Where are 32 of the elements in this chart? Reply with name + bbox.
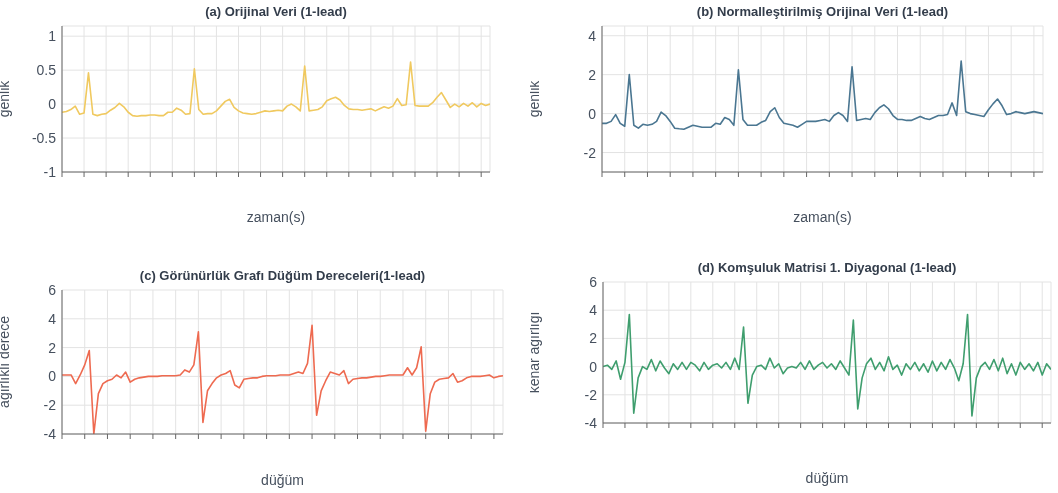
y-tick-label: -0.5 xyxy=(31,130,57,147)
x-axis-title: düğüm xyxy=(805,470,849,486)
y-tick-label: 0 xyxy=(589,358,598,375)
x-axis-title: zaman(s) xyxy=(793,209,852,225)
chart-title: (c) Görünürlük Grafı Düğüm Dereceleri(1-lead) xyxy=(138,268,427,283)
y-tick-label: 6 xyxy=(589,273,598,290)
x-axis-title: zaman(s) xyxy=(246,209,306,225)
y-tick-label: 0.5 xyxy=(36,62,57,79)
y-tick-label: -4 xyxy=(584,414,598,431)
y-tick-label: 0 xyxy=(588,105,597,122)
chart-title: (a) Orijinal Veri (1-lead) xyxy=(204,4,348,19)
y-tick-label: -1 xyxy=(43,163,57,180)
y-tick-label: 0 xyxy=(48,96,57,113)
y-tick-label: 4 xyxy=(48,310,57,327)
y-tick-label: 4 xyxy=(589,302,598,319)
y-tick-label: 1 xyxy=(48,28,57,45)
y-tick-label: -2 xyxy=(43,397,57,414)
x-axis-title: düğüm xyxy=(261,472,304,488)
y-tick-label: -2 xyxy=(584,386,598,403)
line-series xyxy=(603,313,1051,417)
y-tick-label: 0 xyxy=(48,368,57,385)
y-tick-label: 2 xyxy=(48,339,57,356)
line-series xyxy=(62,61,490,118)
y-tick-label: -4 xyxy=(43,425,57,442)
y-tick-label: 6 xyxy=(48,281,57,298)
line-series xyxy=(602,60,1043,130)
chart-title: (b) Normalleştirilmiş Orijinal Veri (1-lead) xyxy=(695,4,950,19)
y-tick-label: 2 xyxy=(588,66,597,83)
y-tick-label: -2 xyxy=(583,144,597,161)
chart-title: (d) Komşuluk Matrisi 1. Diyagonal (1-lead) xyxy=(696,260,958,275)
y-tick-label: 4 xyxy=(588,27,597,44)
y-tick-label: 2 xyxy=(589,330,598,347)
